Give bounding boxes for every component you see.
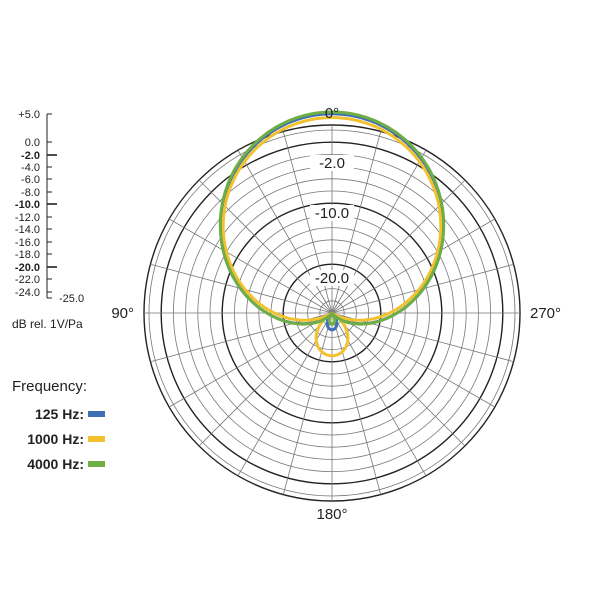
scale-tick-label: -20.0 [15, 262, 40, 274]
series-curve-4000hz [218, 110, 446, 326]
angle-label-90: 90° [111, 305, 134, 322]
legend-label: 125 Hz: [34, 405, 84, 422]
legend-label: 4000 Hz: [27, 455, 84, 472]
grid-spoke [331, 312, 382, 495]
legend-item-125hz: 125 Hz: [12, 401, 105, 426]
db-scale: +5.00.0-2.0-4.0-6.0-8.0-10.0-12.0-14.0-1… [12, 109, 84, 331]
scale-tick-label: -24.0 [15, 287, 40, 299]
ring-label-bg [310, 270, 354, 286]
polar-labels: 0° 90° 180° 270° -2.0 -10.0 -20.0 [111, 105, 561, 523]
grid-spoke [198, 179, 333, 314]
scale-tick-label: +5.0 [18, 109, 40, 121]
scale-tick-label: -22.0 [15, 274, 40, 286]
ring-label-bg [310, 155, 354, 171]
legend-swatch [88, 435, 105, 442]
angle-label-0: 0° [325, 105, 339, 122]
ring-label: -2.0 [319, 155, 345, 172]
legend-title: Frequency: [12, 378, 88, 395]
grid-spoke [331, 179, 466, 314]
scale-tick-label: 0.0 [25, 137, 40, 149]
ring-label: -20.0 [315, 270, 349, 287]
scale-tick-label: -18.0 [15, 249, 40, 261]
scale-tick-label: -4.0 [21, 162, 40, 174]
series-curve-1000hz [221, 116, 443, 358]
grid-spoke [168, 312, 333, 408]
angle-label-270: 270° [530, 305, 561, 322]
legend-label: 1000 Hz: [27, 430, 84, 447]
legend-swatch [88, 460, 105, 467]
grid-spoke [331, 218, 495, 314]
legend-item-4000hz: 4000 Hz: [12, 451, 105, 476]
grid-spoke [198, 312, 333, 447]
scale-tick-label: -2.0 [21, 150, 40, 162]
scale-bottom-label: -25.0 [59, 293, 84, 305]
scale-tick-label: -6.0 [21, 174, 40, 186]
scale-tick-label: -8.0 [21, 187, 40, 199]
ring-label-bg [310, 205, 354, 221]
legend-item-1000hz: 1000 Hz: [12, 426, 105, 451]
scale-tick-label: -14.0 [15, 224, 40, 236]
polar-curves [218, 110, 446, 358]
ring-label: -10.0 [315, 205, 349, 222]
grid-spoke [331, 312, 466, 447]
scale-tick-label: -10.0 [15, 199, 40, 211]
grid-spoke [168, 218, 333, 314]
grid-spoke [282, 312, 333, 495]
angle-label-180: 180° [316, 506, 347, 523]
legend-swatch [88, 410, 105, 417]
scale-tick-label: -16.0 [15, 237, 40, 249]
legend: Frequency: 125 Hz: 1000 Hz: 4000 Hz: [12, 378, 105, 476]
scale-unit-label: dB rel. 1V/Pa [12, 317, 83, 331]
grid-spoke [331, 312, 495, 408]
polar-grid [143, 124, 521, 502]
scale-tick-label: -12.0 [15, 212, 40, 224]
